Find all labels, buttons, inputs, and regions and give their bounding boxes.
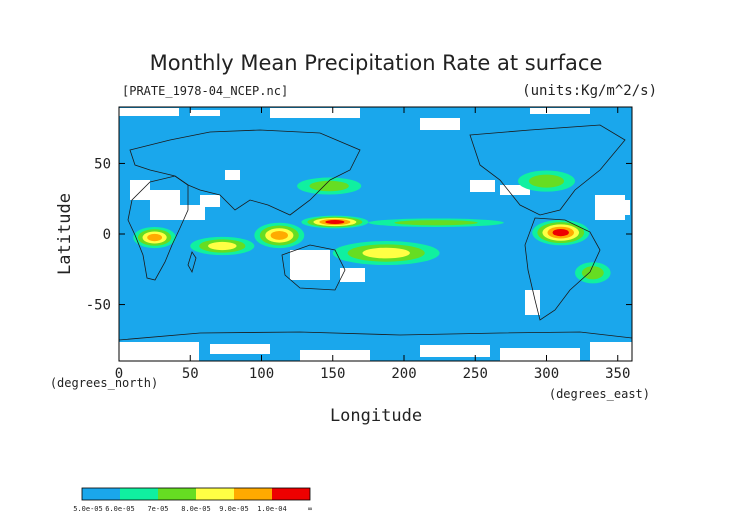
x-tick-label: 100 bbox=[249, 366, 274, 382]
no-data-patch bbox=[420, 345, 490, 357]
no-data-patch bbox=[525, 290, 540, 315]
no-data-patch bbox=[530, 108, 590, 114]
x-tick-label: 50 bbox=[182, 366, 199, 382]
no-data-patch bbox=[470, 180, 495, 192]
no-data-patch bbox=[130, 180, 150, 200]
x-axis-ticks: 0 50 100 150 200 250 300 350 bbox=[115, 107, 630, 382]
x-tick-label: 250 bbox=[463, 366, 488, 382]
precip-region-south-atlantic-level-2 bbox=[581, 266, 604, 280]
precip-region-gulf-stream-level-2 bbox=[528, 174, 565, 188]
chart-subtitle-left: [PRATE_1978-04_NCEP.nc] bbox=[122, 84, 288, 98]
no-data-patch bbox=[190, 110, 220, 116]
y-axis-title: Latitude bbox=[55, 193, 75, 275]
colorbar-label: ∞ bbox=[308, 505, 312, 513]
no-data-patch bbox=[300, 350, 370, 361]
colorbar: 5.0e-05 6.0e-05 7e-05 8.0e-05 9.0e-05 1.0e-04… bbox=[73, 487, 312, 513]
no-data-patch bbox=[340, 268, 365, 282]
no-data-patch bbox=[500, 348, 580, 361]
no-data-patch bbox=[225, 170, 240, 180]
colorbar-frame bbox=[81, 487, 311, 501]
no-data-patches bbox=[119, 108, 632, 361]
colorbar-swatch bbox=[234, 488, 272, 500]
colorbar-label: 7e-05 bbox=[147, 505, 168, 513]
no-data-patch bbox=[500, 185, 530, 195]
no-data-patch bbox=[119, 342, 199, 361]
x-unit-label: (degrees_east) bbox=[549, 387, 650, 401]
colorbar-swatch bbox=[158, 488, 196, 500]
y-unit-label: (degrees_north) bbox=[50, 376, 158, 390]
colorbar-label: 6.0e-05 bbox=[105, 505, 135, 513]
x-axis-title: Longitude bbox=[330, 406, 422, 426]
y-axis-ticks: -50 0 50 bbox=[86, 156, 632, 314]
no-data-patch bbox=[590, 342, 632, 361]
chart-title: Monthly Mean Precipitation Rate at surfa… bbox=[150, 51, 603, 75]
colorbar-label: 8.0e-05 bbox=[181, 505, 211, 513]
x-tick-label: 150 bbox=[320, 366, 345, 382]
colorbar-swatch bbox=[272, 488, 310, 500]
colorbar-label: 5.0e-05 bbox=[73, 505, 103, 513]
precipitation-regions bbox=[133, 170, 611, 284]
colorbar-label: 9.0e-05 bbox=[219, 505, 249, 513]
no-data-patch bbox=[119, 108, 179, 116]
x-tick-label: 350 bbox=[605, 366, 630, 382]
precip-region-indian-ocean-level-3 bbox=[208, 241, 237, 251]
y-tick-label: -50 bbox=[86, 298, 111, 314]
chart-subtitle-right: (units:Kg/m^2/s) bbox=[522, 83, 657, 99]
no-data-patch bbox=[200, 195, 220, 207]
precip-region-tropical-west-pacific-level-5 bbox=[325, 220, 345, 225]
no-data-patch bbox=[610, 200, 630, 215]
colorbar-swatch bbox=[120, 488, 158, 500]
no-data-patch bbox=[290, 250, 330, 280]
y-tick-label: 50 bbox=[94, 156, 111, 172]
colorbar-swatch bbox=[82, 488, 120, 500]
no-data-patch bbox=[420, 118, 460, 130]
precip-region-spcz-level-3 bbox=[362, 247, 410, 259]
colorbar-label: 1.0e-04 bbox=[257, 505, 287, 513]
x-tick-label: 300 bbox=[534, 366, 559, 382]
precip-region-kuroshio-level-2 bbox=[309, 180, 349, 192]
no-data-patch bbox=[175, 205, 205, 220]
y-tick-label: 0 bbox=[103, 227, 111, 243]
precip-region-maritime-continent-level-4 bbox=[270, 230, 288, 240]
x-tick-label: 0 bbox=[115, 366, 123, 382]
colorbar-swatch bbox=[196, 488, 234, 500]
coastlines bbox=[119, 124, 632, 341]
precip-region-amazon-level-5 bbox=[552, 228, 569, 237]
no-data-patch bbox=[270, 108, 360, 118]
precip-region-central-africa-level-4 bbox=[147, 233, 163, 242]
x-tick-label: 200 bbox=[391, 366, 416, 382]
precip-region-itcz-east-pacific-level-2 bbox=[394, 220, 478, 226]
no-data-patch bbox=[210, 344, 270, 354]
